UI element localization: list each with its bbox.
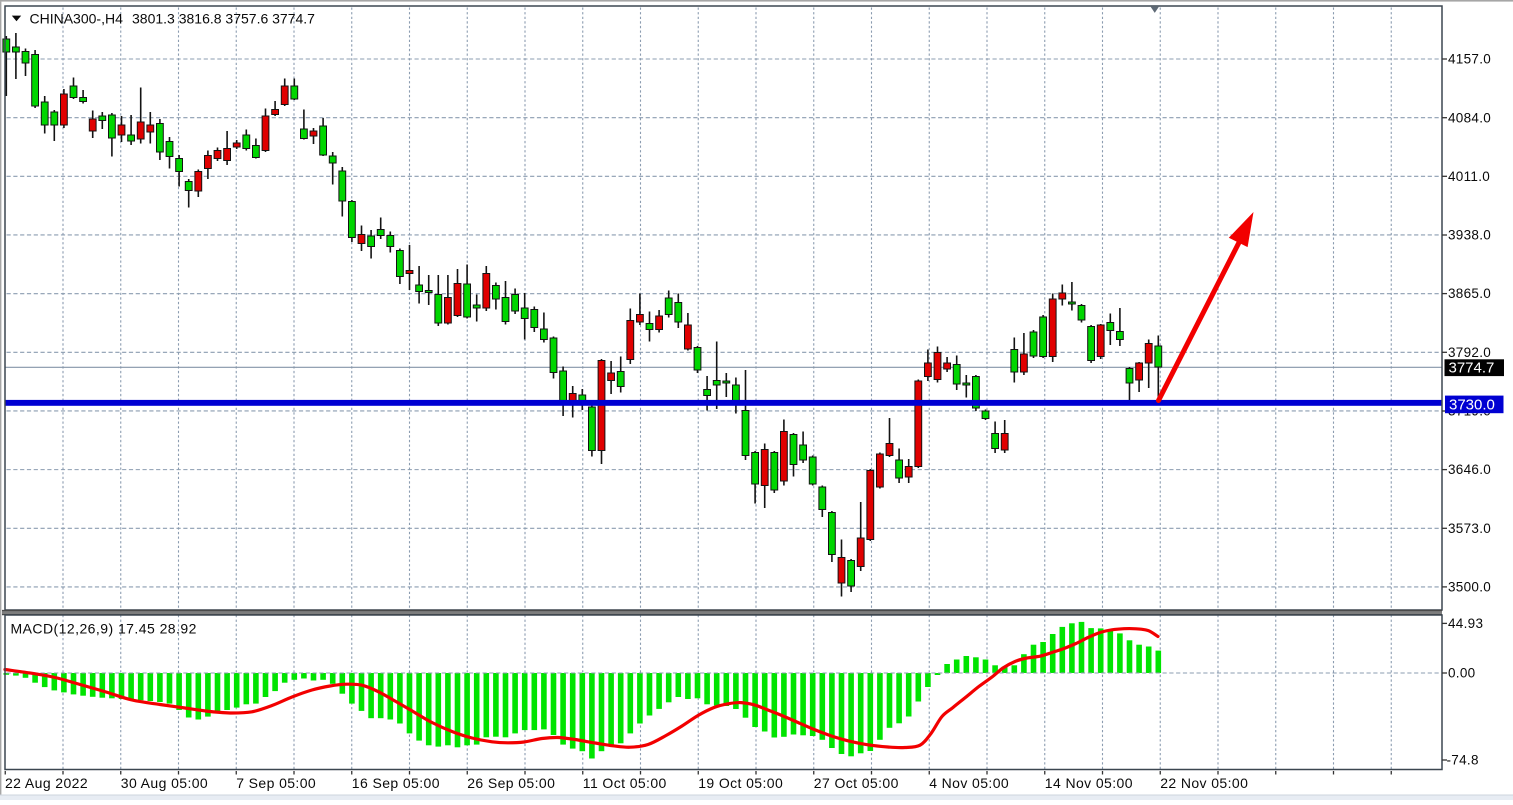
svg-text:19 Oct 05:00: 19 Oct 05:00 — [698, 775, 783, 791]
svg-text:-74.8: -74.8 — [1447, 753, 1479, 768]
svg-text:CHINA300-,H4: CHINA300-,H4 — [30, 10, 124, 26]
svg-text:3646.0: 3646.0 — [1448, 462, 1491, 477]
svg-text:3792.0: 3792.0 — [1448, 345, 1491, 360]
svg-text:4 Nov 05:00: 4 Nov 05:00 — [929, 775, 1009, 791]
svg-text:3730.0: 3730.0 — [1449, 397, 1495, 414]
svg-text:4084.0: 4084.0 — [1448, 110, 1491, 125]
svg-text:3938.0: 3938.0 — [1448, 228, 1491, 243]
svg-text:44.93: 44.93 — [1448, 616, 1483, 631]
svg-text:14 Nov 05:00: 14 Nov 05:00 — [1045, 775, 1133, 791]
svg-text:4011.0: 4011.0 — [1448, 169, 1490, 184]
svg-text:16 Sep 05:00: 16 Sep 05:00 — [352, 775, 440, 791]
svg-text:0.00: 0.00 — [1448, 666, 1475, 681]
svg-text:4157.0: 4157.0 — [1448, 52, 1491, 67]
svg-text:MACD(12,26,9) 17.45 28.92: MACD(12,26,9) 17.45 28.92 — [11, 620, 197, 636]
svg-text:3801.3 3816.8 3757.6 3774.7: 3801.3 3816.8 3757.6 3774.7 — [132, 10, 315, 26]
svg-text:3865.0: 3865.0 — [1448, 286, 1491, 301]
svg-text:3774.7: 3774.7 — [1449, 360, 1495, 377]
svg-text:7 Sep 05:00: 7 Sep 05:00 — [236, 775, 316, 791]
svg-text:22 Aug 2022: 22 Aug 2022 — [5, 775, 88, 791]
svg-text:30 Aug 05:00: 30 Aug 05:00 — [121, 775, 208, 791]
svg-text:11 Oct 05:00: 11 Oct 05:00 — [583, 775, 667, 791]
svg-text:3500.0: 3500.0 — [1448, 580, 1491, 595]
svg-text:22 Nov 05:00: 22 Nov 05:00 — [1160, 775, 1248, 791]
svg-text:27 Oct 05:00: 27 Oct 05:00 — [814, 775, 899, 791]
svg-text:26 Sep 05:00: 26 Sep 05:00 — [467, 775, 555, 791]
svg-text:3573.0: 3573.0 — [1448, 521, 1491, 536]
